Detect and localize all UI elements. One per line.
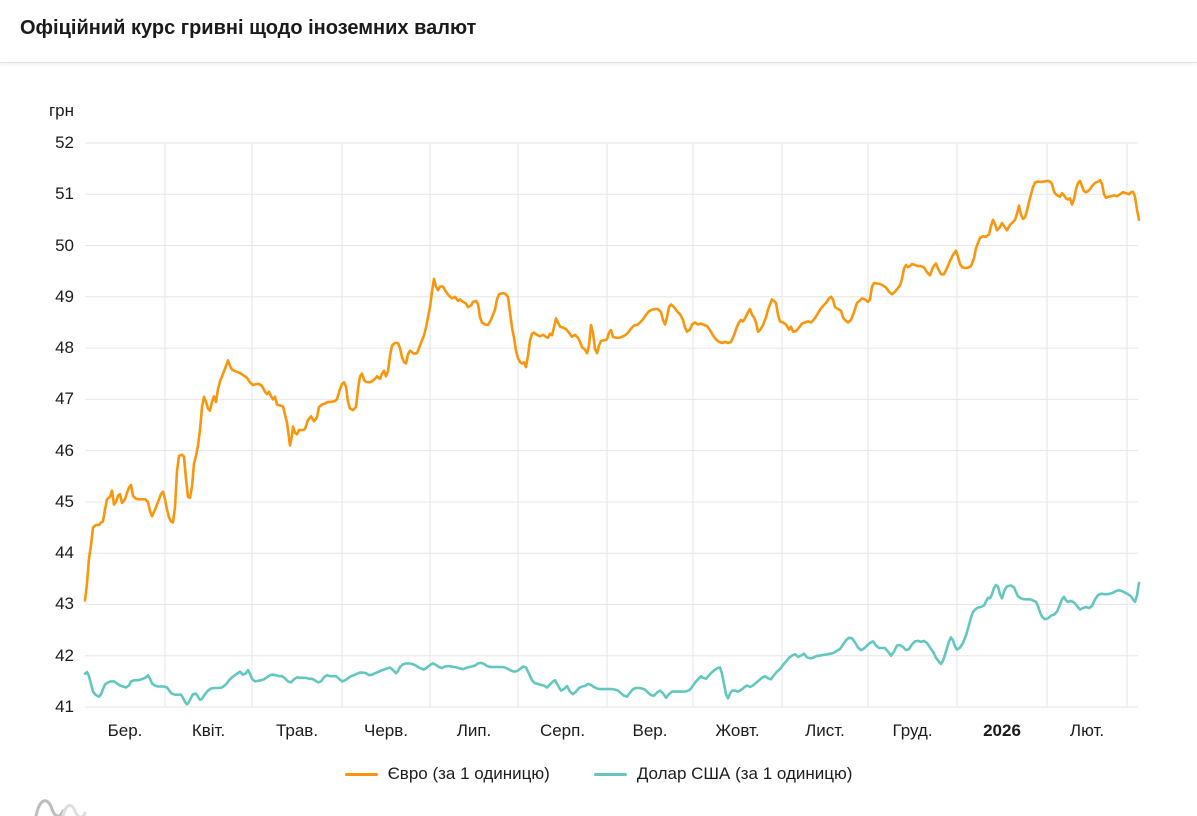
x-axis-month-label: Лют. — [1069, 721, 1105, 740]
amcharts-logo[interactable] — [22, 793, 112, 816]
y-axis-tick-label: 50 — [55, 235, 74, 255]
y-axis-tick-label: 42 — [55, 645, 74, 665]
x-axis-month-label: Бер. — [107, 721, 143, 740]
y-axis-tick-label: 48 — [55, 338, 74, 358]
y-axis-tick-label: 46 — [55, 440, 74, 460]
chart-legend: Євро (за 1 одиницю) Долар США (за 1 один… — [0, 764, 1197, 784]
y-axis-tick-label: 47 — [55, 389, 74, 409]
x-axis-month-label: 2026 — [983, 721, 1021, 740]
y-axis-tick-label: 44 — [55, 543, 74, 563]
x-axis-month-label: Квіт. — [191, 721, 226, 740]
x-axis-month-label: Вер. — [632, 721, 668, 740]
legend-item-usd[interactable]: Долар США (за 1 одиницю) — [593, 764, 853, 784]
legend-label-euro: Євро (за 1 одиницю) — [387, 764, 550, 783]
page-title: Офіційний курс гривні щодо іноземних вал… — [20, 17, 477, 39]
legend-label-usd: Долар США (за 1 одиницю) — [636, 764, 853, 783]
x-axis-month-label: Черв. — [364, 721, 408, 740]
y-axis-tick-label: 43 — [55, 594, 74, 614]
y-axis-tick-label: 45 — [55, 491, 74, 511]
y-axis-tick-label: 51 — [55, 184, 74, 204]
series-line-euro[interactable] — [83, 179, 1141, 602]
y-axis-tick-label: 49 — [55, 286, 74, 306]
legend-marker-euro — [344, 772, 378, 776]
x-axis-month-label: Груд. — [892, 721, 933, 740]
legend-item-euro[interactable]: Євро (за 1 одиницю) — [344, 764, 550, 784]
y-axis-tick-label: 41 — [55, 697, 74, 716]
y-axis-unit-label: грн — [48, 101, 74, 120]
series-line-usd[interactable] — [83, 581, 1141, 706]
x-axis-month-label: Серп. — [539, 721, 586, 740]
legend-marker-usd — [593, 772, 627, 776]
x-axis-month-label: Жовт. — [715, 721, 760, 740]
x-axis-month-label: Лист. — [805, 721, 845, 740]
x-axis-month-label: Лип. — [456, 721, 492, 740]
x-axis-month-label: Трав. — [275, 721, 319, 740]
widget-header: Офіційний курс гривні щодо іноземних вал… — [0, 0, 1197, 63]
y-axis-tick-label: 52 — [55, 133, 74, 152]
